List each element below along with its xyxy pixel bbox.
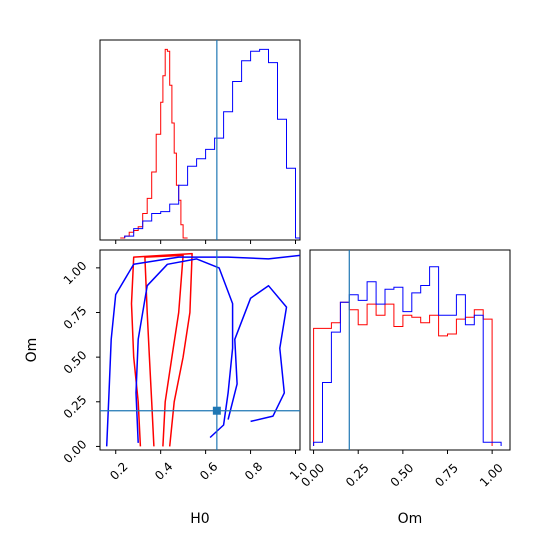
om-y-tick-label-0: 0.00 <box>61 437 90 466</box>
om-x-tick-label-3: 0.75 <box>432 461 461 490</box>
om-x-tick-label-1: 0.25 <box>343 461 372 490</box>
om-x-tick-label-4: 1.00 <box>477 461 506 490</box>
contour-1-0 <box>135 258 234 443</box>
om-marginal-data <box>313 250 502 450</box>
om-y-tick-label-3: 0.75 <box>61 303 90 332</box>
h0-x-tick-label-2: 0.6 <box>197 459 220 482</box>
om-y-axis-label: Om <box>24 338 40 363</box>
h0-histogram-series-1 <box>124 48 300 239</box>
om-marginal-panel: 0.00 0.25 0.50 0.75 1.00 <box>298 249 511 490</box>
contour-1-2 <box>227 284 288 423</box>
h0-om-contour-panel: 0.2 0.4 0.6 0.8 1.00.000.250.500.751.00 <box>61 249 311 483</box>
om-axis-label: Om <box>398 511 423 527</box>
h0-marginal-panel <box>99 39 301 244</box>
h0-axis-label: H0 <box>190 511 209 527</box>
h0-marginal-frame <box>99 39 301 241</box>
truth-marker <box>212 406 221 415</box>
contour-0-0 <box>144 254 184 447</box>
h0-histogram-series-0 <box>120 48 188 239</box>
om-histogram-series-1 <box>313 266 502 446</box>
h0-marginal-data <box>120 40 300 240</box>
om-marginal-ticks: 0.00 0.25 0.50 0.75 1.00 <box>298 450 506 490</box>
h0-x-tick-label-3: 0.8 <box>242 459 265 482</box>
om-y-tick-label-1: 0.25 <box>61 393 90 422</box>
om-x-tick-label-2: 0.50 <box>388 461 417 490</box>
h0-x-tick-label-1: 0.4 <box>152 459 175 482</box>
contour-ticks: 0.2 0.4 0.6 0.8 1.00.000.250.500.751.00 <box>61 259 311 483</box>
contour-frame <box>99 249 301 451</box>
contour-0-1 <box>130 252 193 447</box>
om-y-tick-label-4: 1.00 <box>61 259 90 288</box>
h0-x-tick-label-0: 0.2 <box>107 459 130 482</box>
om-y-tick-label-2: 0.50 <box>61 348 90 377</box>
contour-data <box>100 250 301 450</box>
contour-1-1 <box>105 254 301 447</box>
h0-marginal-ticks <box>115 240 297 244</box>
om-marginal-frame <box>309 249 511 451</box>
